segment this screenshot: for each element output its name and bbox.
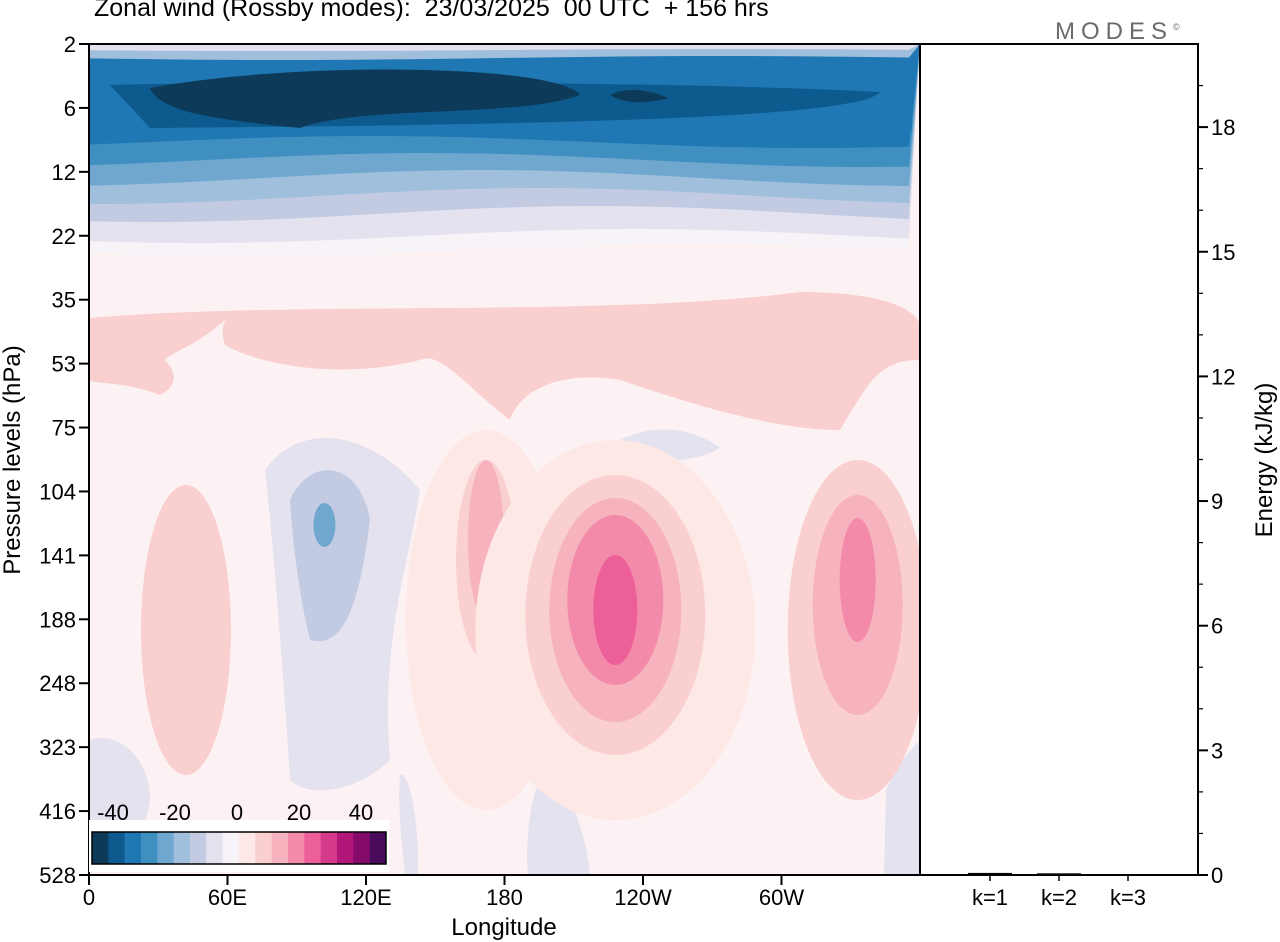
easterly-anomaly <box>884 740 920 875</box>
colorbar-swatch <box>92 832 109 864</box>
colorbar-swatch <box>141 832 158 864</box>
energy-category-label: k=2 <box>1041 885 1077 910</box>
longitude-axis: 0 60E 120E 180 120W 60W <box>83 875 804 910</box>
colorbar-swatch <box>124 832 142 864</box>
colorbar-swatch <box>271 832 289 864</box>
colorbar-swatch <box>173 832 191 864</box>
longitude-tick-label: 60E <box>208 885 247 910</box>
colorbar-tick-label: -20 <box>159 800 191 825</box>
longitude-tick-label: 120E <box>340 885 391 910</box>
colorbar-tick-label: 0 <box>231 800 243 825</box>
logo-text: MODES <box>1055 18 1174 45</box>
pressure-tick-label: 12 <box>52 160 76 185</box>
colorbar-swatch <box>288 832 305 864</box>
easterly-anomaly <box>399 774 419 875</box>
jet-core <box>610 89 668 103</box>
x-axis-label: Longitude <box>451 914 556 941</box>
pressure-tick-label: 323 <box>39 735 76 760</box>
pressure-tick-label: 22 <box>52 224 76 249</box>
colorbar-swatch <box>206 832 223 864</box>
logo-mark: © <box>1173 22 1180 32</box>
colorbar-swatch <box>320 832 338 864</box>
energy-tick-label: 12 <box>1211 364 1235 389</box>
colorbar-frame <box>91 831 387 865</box>
pressure-tick-label: 6 <box>64 96 76 121</box>
colorbar-swatch <box>337 832 354 864</box>
colorbar-swatch <box>353 832 370 864</box>
energy-bar <box>968 872 1012 875</box>
energy-bars: k=1 k=2 k=3 <box>968 872 1150 910</box>
longitude-tick-label: 60W <box>759 885 804 910</box>
modes-logo: MODES© <box>1055 18 1180 46</box>
colorbar-tick-label: -40 <box>97 800 129 825</box>
pressure-tick-label: 35 <box>52 288 76 313</box>
colorbar-swatch <box>239 832 256 864</box>
energy-category-label: k=1 <box>972 885 1008 910</box>
pressure-tick-label: 248 <box>39 671 76 696</box>
easterly-min <box>313 503 336 547</box>
energy-bar <box>1106 874 1150 876</box>
pressure-tick-label: 416 <box>39 799 76 824</box>
pressure-tick-label: 104 <box>39 479 76 504</box>
pressure-tick-label: 141 <box>39 543 76 568</box>
colorbar-swatch <box>222 832 240 864</box>
westerly-max <box>593 555 638 665</box>
chart-title: Zonal wind (Rossby modes): 23/03/2025 00… <box>94 0 769 22</box>
pressure-tick-label: 2 <box>64 32 76 57</box>
energy-category-label: k=3 <box>1110 885 1146 910</box>
longitude-tick-label: 180 <box>486 885 523 910</box>
energy-tick-label: 9 <box>1211 489 1223 514</box>
easterly-anomaly <box>290 470 370 642</box>
energy-tick-label: 3 <box>1211 738 1223 763</box>
longitude-tick-label: 0 <box>83 885 95 910</box>
colorbar-swatch <box>157 832 174 864</box>
longitude-tick-label: 120W <box>614 885 672 910</box>
energy-panel <box>919 43 1199 876</box>
pressure-tick-label: 53 <box>52 352 76 377</box>
colorbar-swatch <box>369 832 387 864</box>
easterly-anomaly <box>527 778 590 875</box>
energy-axis: 0 3 6 9 12 15 18 <box>1198 84 1235 888</box>
jet-core <box>150 69 580 128</box>
energy-axis-label: Energy (kJ/kg) <box>1251 383 1278 538</box>
pressure-tick-label: 75 <box>52 416 76 441</box>
colorbar-swatch <box>190 832 207 864</box>
pressure-tick-label: 188 <box>39 607 76 632</box>
contour-field <box>89 44 920 875</box>
energy-tick-label: 6 <box>1211 614 1223 639</box>
y-axis-label: Pressure levels (hPa) <box>0 345 26 574</box>
westerly-band <box>90 292 920 430</box>
colorbar-swatch <box>304 832 321 864</box>
colorbar-swatch <box>108 832 125 864</box>
energy-tick-label: 15 <box>1211 240 1235 265</box>
easterly-band <box>89 44 920 51</box>
energy-tick-label: 18 <box>1211 115 1235 140</box>
westerly-max <box>839 518 876 642</box>
energy-tick-label: 0 <box>1211 863 1223 888</box>
energy-plot-frame <box>919 43 1199 876</box>
energy-bar <box>1037 873 1081 875</box>
westerly-lobe <box>140 485 231 775</box>
pressure-tick-label: 528 <box>39 863 76 888</box>
colorbar: -40 -20 0 20 40 <box>89 800 389 872</box>
colorbar-swatch <box>255 832 272 864</box>
colorbar-tick-label: 20 <box>287 800 311 825</box>
pressure-axis: 2 6 12 22 35 53 75 104 141 188 248 323 416 528 <box>39 32 89 888</box>
colorbar-tick-label: 40 <box>349 800 373 825</box>
